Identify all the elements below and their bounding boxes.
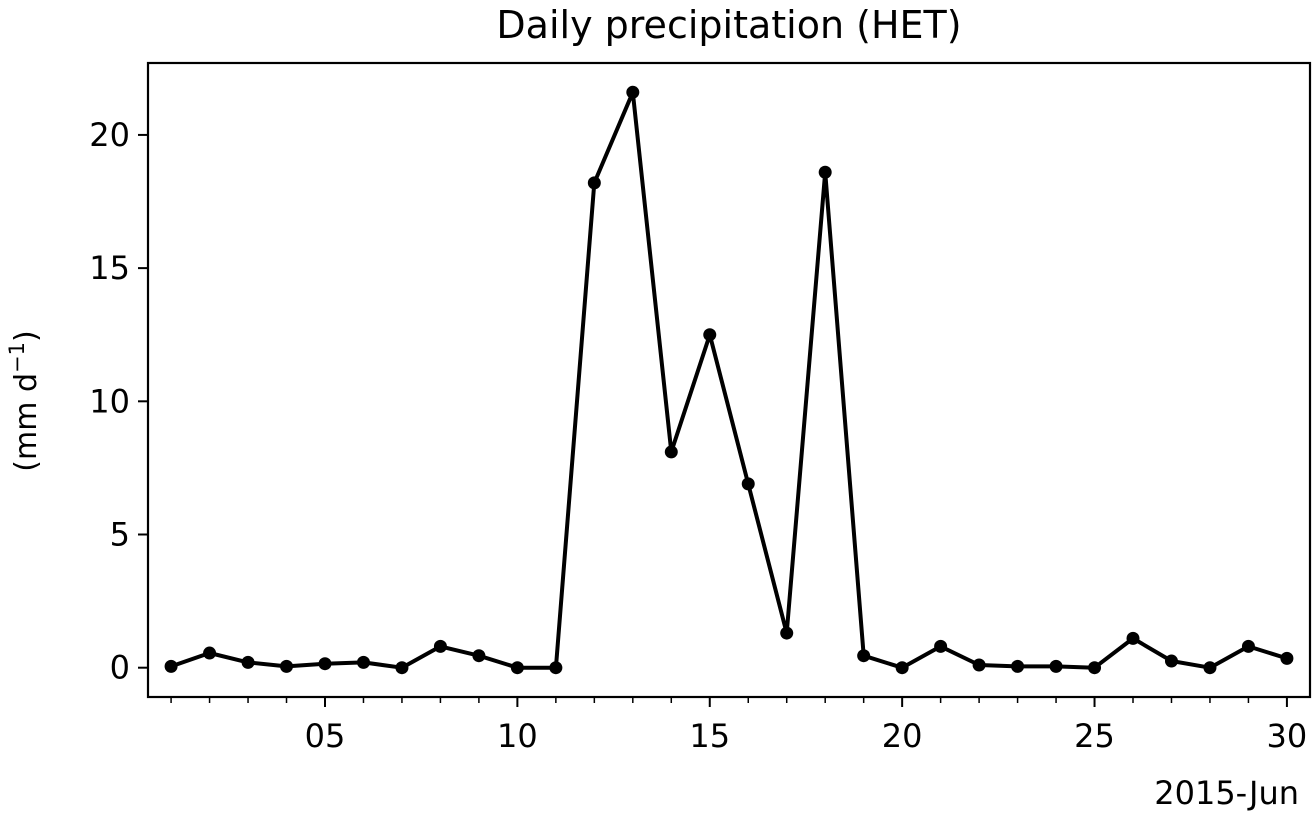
y-axis-label-exponent: −1: [5, 342, 29, 373]
y-tick-label: 20: [89, 116, 130, 154]
data-point: [203, 646, 217, 660]
data-point: [664, 445, 678, 459]
data-point: [549, 661, 563, 675]
data-point: [1011, 659, 1025, 673]
x-tick-label: 30: [1267, 717, 1308, 755]
data-point: [241, 655, 255, 669]
data-point: [433, 639, 447, 653]
data-point: [895, 661, 909, 675]
data-point: [857, 649, 871, 663]
y-axis-label-main: (mm d: [9, 373, 44, 472]
y-tick-label: 5: [110, 516, 130, 554]
x-tick-label: 20: [882, 717, 923, 755]
axes-frame: [146, 61, 1312, 699]
series-line: [170, 90, 1288, 670]
data-point: [395, 661, 409, 675]
x-tick-label: 25: [1074, 717, 1115, 755]
y-axis-label: (mm d−1): [5, 330, 44, 471]
data-point: [587, 176, 601, 190]
y-tick-label: 0: [110, 649, 130, 687]
data-point: [1241, 639, 1255, 653]
data-point: [780, 626, 794, 640]
data-point: [1203, 661, 1217, 675]
data-point: [818, 165, 832, 179]
x-tick-label: 05: [305, 717, 346, 755]
x-tick-label: 10: [497, 717, 538, 755]
data-point: [1280, 651, 1294, 665]
chart-title: Daily precipitation (HET): [496, 3, 961, 47]
data-point: [1164, 654, 1178, 668]
data-point: [703, 328, 717, 342]
data-point: [1126, 631, 1140, 645]
data-point: [741, 477, 755, 491]
y-axis-label-close: ): [9, 330, 44, 342]
data-point: [318, 657, 332, 671]
data-point: [164, 659, 178, 673]
data-point: [972, 658, 986, 672]
data-point: [510, 661, 524, 675]
data-point: [472, 649, 486, 663]
y-tick-label: 10: [89, 382, 130, 420]
data-point: [934, 639, 948, 653]
x-tick-label: 15: [689, 717, 730, 755]
data-point: [1088, 661, 1102, 675]
y-tick-label: 15: [89, 249, 130, 287]
data-point: [280, 659, 294, 673]
data-point: [1049, 659, 1063, 673]
data-point: [626, 85, 640, 99]
data-point: [356, 655, 370, 669]
x-axis-offset-label: 2015-Jun: [1154, 774, 1299, 812]
